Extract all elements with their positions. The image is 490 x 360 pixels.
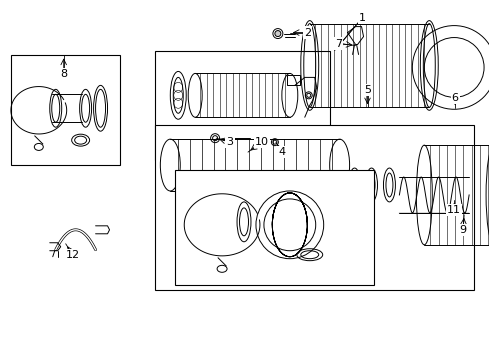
Text: 9: 9 bbox=[460, 225, 466, 235]
Bar bbox=[155, 125, 474, 289]
Text: 7: 7 bbox=[335, 39, 342, 49]
Bar bbox=[175, 170, 374, 285]
Bar bbox=[155, 50, 330, 160]
Text: 11: 11 bbox=[447, 205, 461, 215]
Text: 3: 3 bbox=[226, 137, 234, 147]
Bar bbox=[11, 55, 121, 165]
Text: 6: 6 bbox=[452, 93, 459, 103]
Text: 8: 8 bbox=[60, 69, 67, 80]
Text: 2: 2 bbox=[304, 28, 311, 37]
Text: 10: 10 bbox=[255, 137, 269, 147]
Text: 12: 12 bbox=[66, 250, 80, 260]
Ellipse shape bbox=[275, 31, 281, 37]
Text: 5: 5 bbox=[364, 85, 371, 95]
Text: 1: 1 bbox=[359, 13, 366, 23]
Text: 4: 4 bbox=[278, 147, 285, 157]
